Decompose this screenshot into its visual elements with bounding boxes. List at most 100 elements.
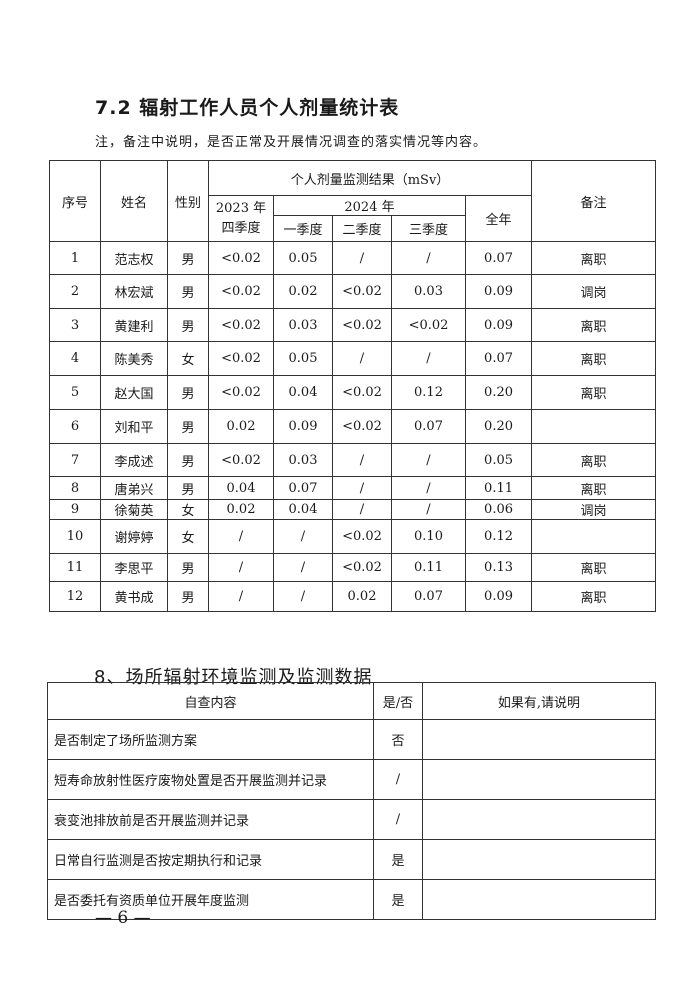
cell-2024-q1: 0.04 bbox=[273, 499, 333, 520]
header-2023-q4: 2023 年 四季度 bbox=[208, 195, 274, 242]
cell-explain bbox=[422, 719, 656, 760]
cell-2023-q4: <0.02 bbox=[208, 241, 274, 275]
cell-2024-q1: / bbox=[273, 553, 333, 582]
header-content: 自查内容 bbox=[47, 682, 374, 720]
header-name: 姓名 bbox=[100, 160, 168, 242]
cell-total: 0.20 bbox=[464, 409, 533, 444]
cell-gender: 男 bbox=[167, 553, 209, 582]
cell-gender: 男 bbox=[167, 443, 209, 477]
cell-explain bbox=[422, 799, 656, 840]
cell-2023-q4: <0.02 bbox=[208, 274, 274, 309]
cell-name: 黄建利 bbox=[100, 308, 168, 342]
table-row: 是否制定了场所监测方案否 bbox=[47, 719, 656, 760]
cell-no: 4 bbox=[49, 341, 101, 376]
cell-yesno: 是 bbox=[373, 839, 423, 880]
table-row: 日常自行监测是否按定期执行和记录是 bbox=[47, 839, 656, 880]
table-row: 9 徐菊英女 0.02 0.04//0.06 调岗 bbox=[49, 499, 657, 520]
cell-2023-q4: <0.02 bbox=[208, 308, 274, 342]
cell-gender: 男 bbox=[167, 308, 209, 342]
header-dose-result: 个人剂量监测结果（mSv） bbox=[207, 160, 533, 196]
header-explain: 如果有,请说明 bbox=[422, 682, 656, 720]
header-2023: 2023 年 bbox=[215, 200, 267, 216]
header-total: 全年 bbox=[464, 195, 533, 242]
cell-name: 赵大国 bbox=[100, 375, 168, 410]
section-title-7-2: 7.2 辐射工作人员个人剂量统计表 bbox=[95, 97, 400, 119]
cell-name: 林宏斌 bbox=[100, 274, 168, 309]
cell-2024-q3: / bbox=[391, 241, 466, 275]
cell-content: 短寿命放射性医疗废物处置是否开展监测并记录 bbox=[47, 759, 374, 800]
cell-gender: 男 bbox=[167, 409, 209, 444]
cell-total: 0.06 bbox=[464, 499, 533, 520]
table-row: 3 黄建利男 <0.02 0.03 <0.02 <0.02 0.09 离职 bbox=[49, 308, 657, 342]
cell-2023-q4: / bbox=[208, 519, 274, 554]
cell-name: 刘和平 bbox=[100, 409, 168, 444]
cell-2024-q3: / bbox=[391, 443, 466, 477]
cell-2024-q1: 0.05 bbox=[273, 241, 333, 275]
cell-gender: 男 bbox=[167, 375, 209, 410]
table-row: 5 赵大国男 <0.02 0.04 <0.02 0.12 0.20 离职 bbox=[49, 375, 657, 410]
cell-total: 0.09 bbox=[464, 274, 533, 309]
table-row: 11 李思平男 / / <0.02 0.11 0.13 离职 bbox=[49, 553, 657, 582]
cell-yesno: / bbox=[373, 799, 423, 840]
cell-remark: 调岗 bbox=[531, 274, 657, 309]
cell-name: 谢婷婷 bbox=[100, 519, 168, 554]
cell-2024-q2: <0.02 bbox=[332, 519, 392, 554]
cell-total: 0.07 bbox=[464, 341, 533, 376]
table-row: 12 黄书成男 //0.02 0.07 0.09 离职 bbox=[49, 581, 657, 612]
cell-2023-q4: / bbox=[208, 553, 274, 582]
cell-no: 9 bbox=[49, 499, 101, 520]
cell-2024-q2: / bbox=[332, 241, 392, 275]
cell-2024-q3: / bbox=[391, 341, 466, 376]
cell-2024-q1: 0.02 bbox=[273, 274, 333, 309]
section-note: 注，备注中说明，是否正常及开展情况调查的落实情况等内容。 bbox=[95, 135, 488, 150]
cell-2024-q1: / bbox=[273, 581, 333, 612]
cell-2024-q2: <0.02 bbox=[332, 409, 392, 444]
cell-2024-q2: <0.02 bbox=[332, 375, 392, 410]
cell-remark bbox=[531, 409, 657, 444]
cell-2024-q1: / bbox=[273, 519, 333, 554]
cell-content: 是否委托有资质单位开展年度监测 bbox=[47, 879, 374, 920]
table-row: 短寿命放射性医疗废物处置是否开展监测并记录 / bbox=[47, 759, 656, 800]
cell-yesno: 是 bbox=[373, 879, 423, 920]
header-q4: 四季度 bbox=[221, 220, 261, 236]
cell-name: 徐菊英 bbox=[100, 499, 168, 520]
cell-2023-q4: / bbox=[208, 581, 274, 612]
cell-2024-q3: 0.10 bbox=[391, 519, 466, 554]
cell-total: 0.11 bbox=[464, 476, 533, 500]
cell-remark: 离职 bbox=[531, 443, 657, 477]
cell-no: 11 bbox=[49, 553, 101, 582]
cell-no: 2 bbox=[49, 274, 101, 309]
cell-gender: 男 bbox=[167, 476, 209, 500]
cell-2024-q3: / bbox=[391, 499, 466, 520]
header-no: 序号 bbox=[49, 160, 101, 242]
cell-yesno: / bbox=[373, 759, 423, 800]
cell-2024-q2: / bbox=[332, 476, 392, 500]
cell-2024-q1: 0.03 bbox=[273, 308, 333, 342]
cell-gender: 女 bbox=[167, 341, 209, 376]
cell-gender: 女 bbox=[167, 499, 209, 520]
header-yesno: 是/否 bbox=[373, 682, 423, 720]
cell-gender: 男 bbox=[167, 581, 209, 612]
cell-2024-q2: / bbox=[332, 443, 392, 477]
cell-remark: 离职 bbox=[531, 581, 657, 612]
cell-2024-q2: / bbox=[332, 341, 392, 376]
cell-no: 5 bbox=[49, 375, 101, 410]
cell-gender: 男 bbox=[167, 241, 209, 275]
cell-2024-q3: / bbox=[391, 476, 466, 500]
table-row: 6 刘和平男 0.02 0.09 <0.02 0.07 0.20 bbox=[49, 409, 657, 444]
cell-total: 0.13 bbox=[464, 553, 533, 582]
cell-remark: 离职 bbox=[531, 553, 657, 582]
cell-remark: 离职 bbox=[531, 308, 657, 342]
cell-2023-q4: 0.04 bbox=[208, 476, 274, 500]
cell-2023-q4: <0.02 bbox=[208, 341, 274, 376]
cell-explain bbox=[422, 879, 656, 920]
cell-gender: 女 bbox=[167, 519, 209, 554]
cell-2024-q1: 0.09 bbox=[273, 409, 333, 444]
cell-2024-q2: 0.02 bbox=[332, 581, 392, 612]
cell-2023-q4: 0.02 bbox=[208, 409, 274, 444]
cell-total: 0.05 bbox=[464, 443, 533, 477]
cell-no: 10 bbox=[49, 519, 101, 554]
cell-remark: 调岗 bbox=[531, 499, 657, 520]
table-row: 2 林宏斌男 <0.02 0.02 <0.02 0.03 0.09 调岗 bbox=[49, 274, 657, 309]
table-row: 7 李成述男 <0.02 0.03//0.05 离职 bbox=[49, 443, 657, 477]
